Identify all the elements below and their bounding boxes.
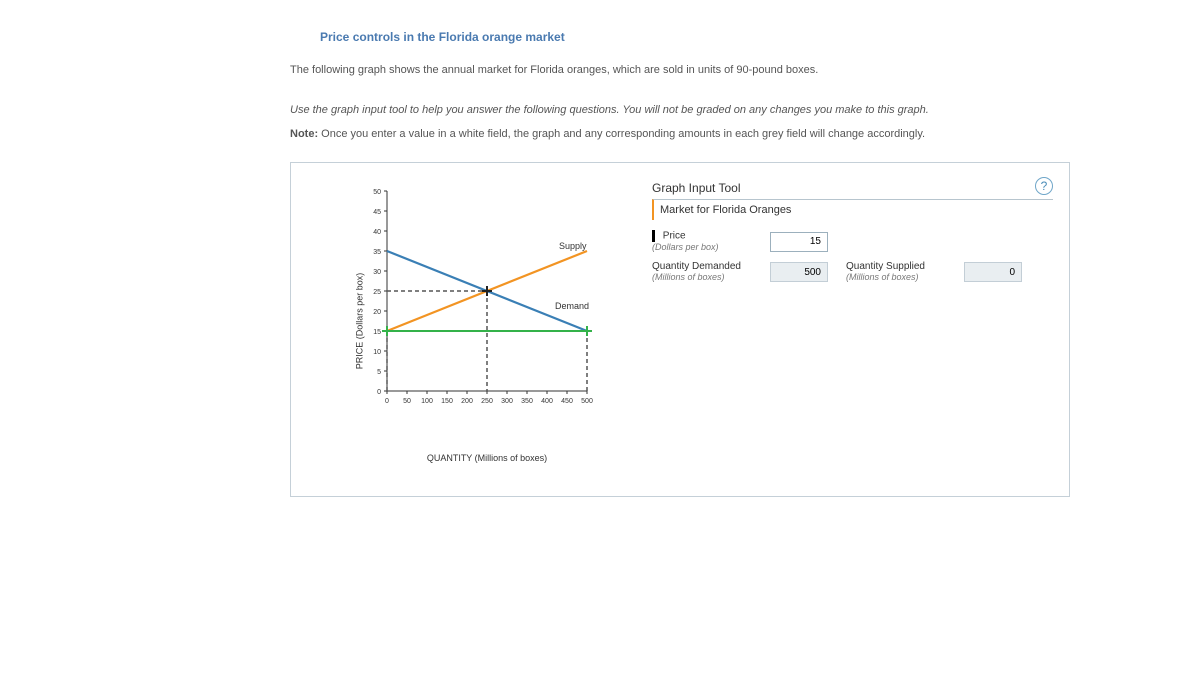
price-input[interactable] <box>770 232 828 252</box>
qd-label: Quantity Demanded (Millions of boxes) <box>652 261 762 283</box>
svg-text:300: 300 <box>501 398 513 405</box>
svg-text:500: 500 <box>581 398 593 405</box>
svg-text:30: 30 <box>373 269 381 276</box>
svg-text:20: 20 <box>373 309 381 316</box>
qs-label-text: Quantity Supplied <box>846 261 925 272</box>
svg-text:Supply: Supply <box>559 241 587 251</box>
svg-text:450: 450 <box>561 398 573 405</box>
intro-text: The following graph shows the annual mar… <box>290 64 1160 76</box>
note-body: Once you enter a value in a white field,… <box>318 128 925 140</box>
svg-text:400: 400 <box>541 398 553 405</box>
price-row: Price (Dollars per box) <box>652 230 1053 253</box>
qd-unit: (Millions of boxes) <box>652 272 725 282</box>
svg-text:0: 0 <box>385 398 389 405</box>
qs-unit: (Millions of boxes) <box>846 272 919 282</box>
page-title: Price controls in the Florida orange mar… <box>320 30 1160 44</box>
svg-text:50: 50 <box>373 189 381 196</box>
svg-text:25: 25 <box>373 289 381 296</box>
qd-row: Quantity Demanded (Millions of boxes) <box>652 261 828 283</box>
note-prefix: Note: <box>290 128 318 140</box>
help-icon[interactable]: ? <box>1035 177 1053 195</box>
price-unit: (Dollars per box) <box>652 242 719 252</box>
y-axis-label: PRICE (Dollars per box) <box>354 273 364 370</box>
tool-heading: Graph Input Tool <box>652 181 1053 195</box>
svg-text:200: 200 <box>461 398 473 405</box>
svg-text:35: 35 <box>373 249 381 256</box>
qs-row: Quantity Supplied (Millions of boxes) <box>846 261 1022 283</box>
svg-text:250: 250 <box>481 398 493 405</box>
qs-output <box>964 262 1022 282</box>
svg-text:15: 15 <box>373 329 381 336</box>
tool-subheading: Market for Florida Oranges <box>652 199 1053 220</box>
graph-input-tool: ? Graph Input Tool Market for Florida Or… <box>652 181 1053 480</box>
price-label-text: Price <box>663 231 686 242</box>
chart-area[interactable]: PRICE (Dollars per box) 0 5 10 15 20 25 30 35 40… <box>347 181 627 461</box>
svg-text:40: 40 <box>373 229 381 236</box>
svg-text:Demand: Demand <box>555 301 589 311</box>
svg-text:45: 45 <box>373 209 381 216</box>
price-label: Price (Dollars per box) <box>652 230 762 253</box>
svg-text:10: 10 <box>373 349 381 356</box>
qd-output <box>770 262 828 282</box>
supply-demand-chart[interactable]: 0510152025303540455005010015020025030035… <box>347 181 607 441</box>
svg-text:100: 100 <box>421 398 433 405</box>
note-text: Note: Once you enter a value in a white … <box>290 128 1160 140</box>
qs-label: Quantity Supplied (Millions of boxes) <box>846 261 956 283</box>
svg-text:150: 150 <box>441 398 453 405</box>
svg-text:50: 50 <box>403 398 411 405</box>
x-axis-label: QUANTITY (Millions of boxes) <box>427 453 547 463</box>
content-panel: PRICE (Dollars per box) 0 5 10 15 20 25 30 35 40… <box>290 162 1070 497</box>
svg-text:0: 0 <box>377 389 381 396</box>
svg-text:350: 350 <box>521 398 533 405</box>
svg-text:5: 5 <box>377 369 381 376</box>
instruction-text: Use the graph input tool to help you ans… <box>290 104 1160 116</box>
qd-label-text: Quantity Demanded <box>652 261 741 272</box>
